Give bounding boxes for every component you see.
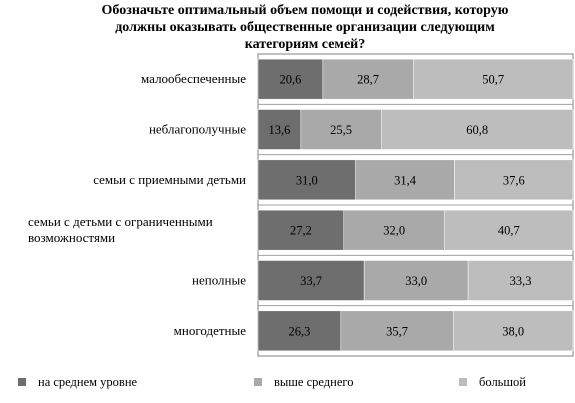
legend-item-series-3: большой: [459, 374, 526, 390]
bar-segment: [257, 209, 345, 251]
bar-segment: [363, 260, 469, 301]
bar-segment: [453, 310, 574, 352]
category-label: неполные: [192, 273, 246, 288]
data-label: 40,7: [498, 224, 520, 238]
bar-segment: [300, 109, 382, 150]
chart-title-line: Обозначьте оптимальный объем помощи и со…: [101, 3, 509, 18]
bar-segment: [355, 159, 455, 201]
data-label: 33,7: [300, 274, 322, 288]
legend-swatch: [18, 378, 26, 386]
chart-title-line: категориям семей?: [244, 37, 366, 52]
category-label: семьи с приемными детьми: [93, 172, 246, 187]
data-label: 20,6: [280, 73, 302, 87]
data-label: 31,0: [296, 173, 318, 187]
bar-segment: [413, 58, 574, 100]
legend-swatch: [459, 378, 467, 386]
bar-segment: [467, 260, 574, 301]
bar-segment: [257, 159, 356, 201]
data-label: 60,8: [466, 123, 488, 137]
category-label: многодетные: [174, 323, 247, 338]
legend-item-series-1: на среднем уровне: [18, 374, 137, 390]
chart-title: Обозначьте оптимальный объем помощи и со…: [40, 2, 570, 53]
data-label: 35,7: [386, 324, 408, 338]
bar-segment: [257, 58, 324, 100]
data-label: 37,6: [503, 173, 525, 187]
data-label: 26,3: [288, 324, 310, 338]
data-label: 27,2: [290, 224, 312, 238]
data-label: 33,3: [510, 274, 532, 288]
bar-segment: [444, 209, 574, 251]
category-label: возможностями: [28, 230, 115, 245]
data-label: 31,4: [394, 173, 417, 187]
bar-segment: [454, 159, 574, 201]
bar-segment: [340, 310, 454, 352]
bar-segment: [257, 109, 302, 150]
chart-title-line: должны оказывать общественные организаци…: [115, 20, 495, 35]
data-label: 28,7: [357, 73, 379, 87]
category-label: малообеспеченные: [141, 71, 246, 86]
legend-label: большой: [479, 374, 526, 389]
category-label: неблагополучные: [149, 122, 246, 137]
legend-label: на среднем уровне: [38, 374, 138, 389]
data-label: 38,0: [502, 324, 524, 338]
legend-item-series-2: выше среднего: [254, 374, 353, 390]
category-label: семьи с детьми с ограниченными: [28, 214, 213, 229]
bar-segment: [257, 260, 365, 301]
data-label: 25,5: [330, 123, 352, 137]
legend-label: выше среднего: [274, 374, 354, 389]
data-label: 33,0: [405, 274, 427, 288]
data-label: 32,0: [383, 224, 405, 238]
bar-segment: [257, 310, 342, 352]
bar-segment: [343, 209, 445, 251]
data-label: 13,6: [269, 123, 291, 137]
bar-segment: [381, 109, 574, 150]
data-label: 50,7: [482, 73, 504, 87]
legend-swatch: [254, 378, 262, 386]
bar-segment: [322, 58, 414, 100]
